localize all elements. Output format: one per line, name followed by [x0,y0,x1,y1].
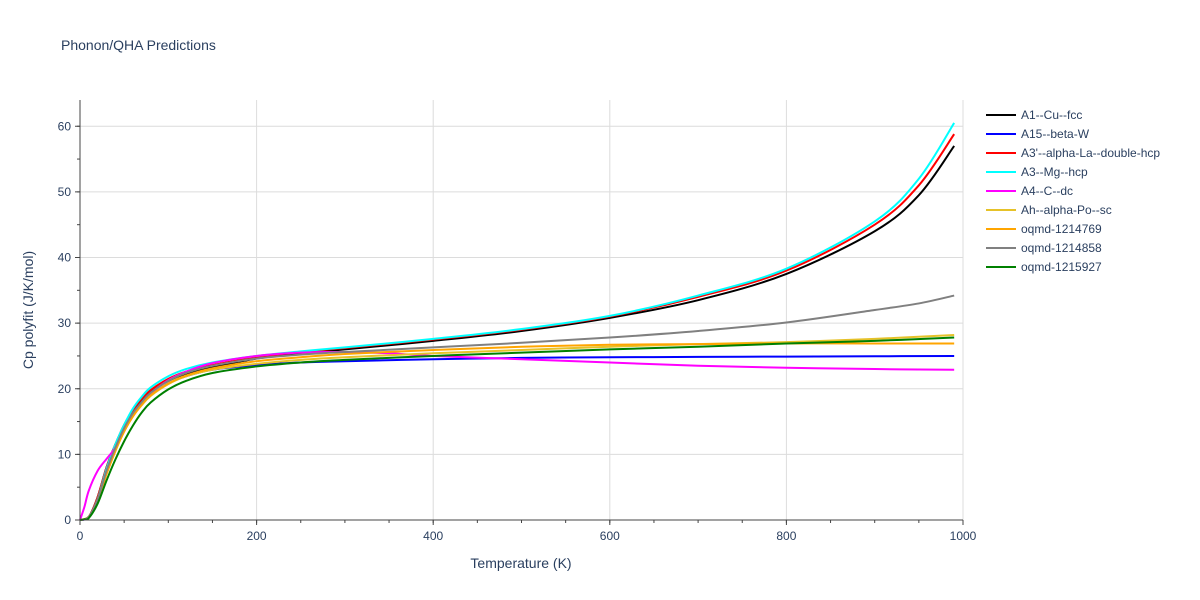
y-tick-label: 30 [58,316,72,330]
plot-area [79,122,956,521]
legend[interactable]: A1--Cu--fcc A15--beta-W A3'--alpha-La--dou… [986,108,1160,274]
axes: 0 200 400 600 800 1000 0 10 20 30 40 50 60 [58,100,977,543]
legend-item-oqmd-1214858[interactable]: oqmd-1214858 [986,241,1102,255]
chart-title: Phonon/QHA Predictions [61,37,216,53]
y-axis-title: Cp polyfit (J/K/mol) [20,251,36,369]
legend-item-ah-alpha-po-sc[interactable]: Ah--alpha-Po--sc [986,203,1112,217]
legend-label: A15--beta-W [1021,127,1090,141]
series-line-a4-c-dc [79,350,955,521]
y-tick-label: 50 [58,185,72,199]
x-tick-label: 400 [423,529,443,543]
series-line-oqmd-1214769 [79,342,955,521]
legend-label: oqmd-1214769 [1021,222,1102,236]
x-tick-label: 1000 [950,529,977,543]
x-tick-label: 0 [77,529,84,543]
legend-label: A3--Mg--hcp [1021,165,1088,179]
x-tick-label: 200 [247,529,267,543]
legend-item-a15-beta-w[interactable]: A15--beta-W [986,127,1090,141]
legend-label: Ah--alpha-Po--sc [1021,203,1112,217]
x-tick-label: 600 [600,529,620,543]
legend-item-oqmd-1215927[interactable]: oqmd-1215927 [986,260,1102,274]
legend-item-a4-c-dc[interactable]: A4--C--dc [986,184,1073,198]
series-line-oqmd-1215927 [79,336,955,521]
y-tick-label: 10 [58,447,72,461]
legend-label: oqmd-1214858 [1021,241,1102,255]
legend-label: A1--Cu--fcc [1021,108,1082,122]
series-line-oqmd-1214858 [79,294,955,521]
legend-item-a1-cu-fcc[interactable]: A1--Cu--fcc [986,108,1082,122]
y-tick-label: 60 [58,119,72,133]
legend-item-oqmd-1214769[interactable]: oqmd-1214769 [986,222,1102,236]
legend-item-a3-mg-hcp[interactable]: A3--Mg--hcp [986,165,1088,179]
legend-label: A4--C--dc [1021,184,1073,198]
legend-item-a3-alpha-la-double-hcp[interactable]: A3'--alpha-La--double-hcp [986,146,1160,160]
x-tick-label: 800 [776,529,796,543]
y-tick-label: 0 [64,513,71,527]
y-tick-label: 40 [58,251,72,265]
y-tick-label: 20 [58,382,72,396]
legend-label: A3'--alpha-La--double-hcp [1021,146,1160,160]
x-axis-title: Temperature (K) [470,555,571,571]
legend-label: oqmd-1215927 [1021,260,1102,274]
